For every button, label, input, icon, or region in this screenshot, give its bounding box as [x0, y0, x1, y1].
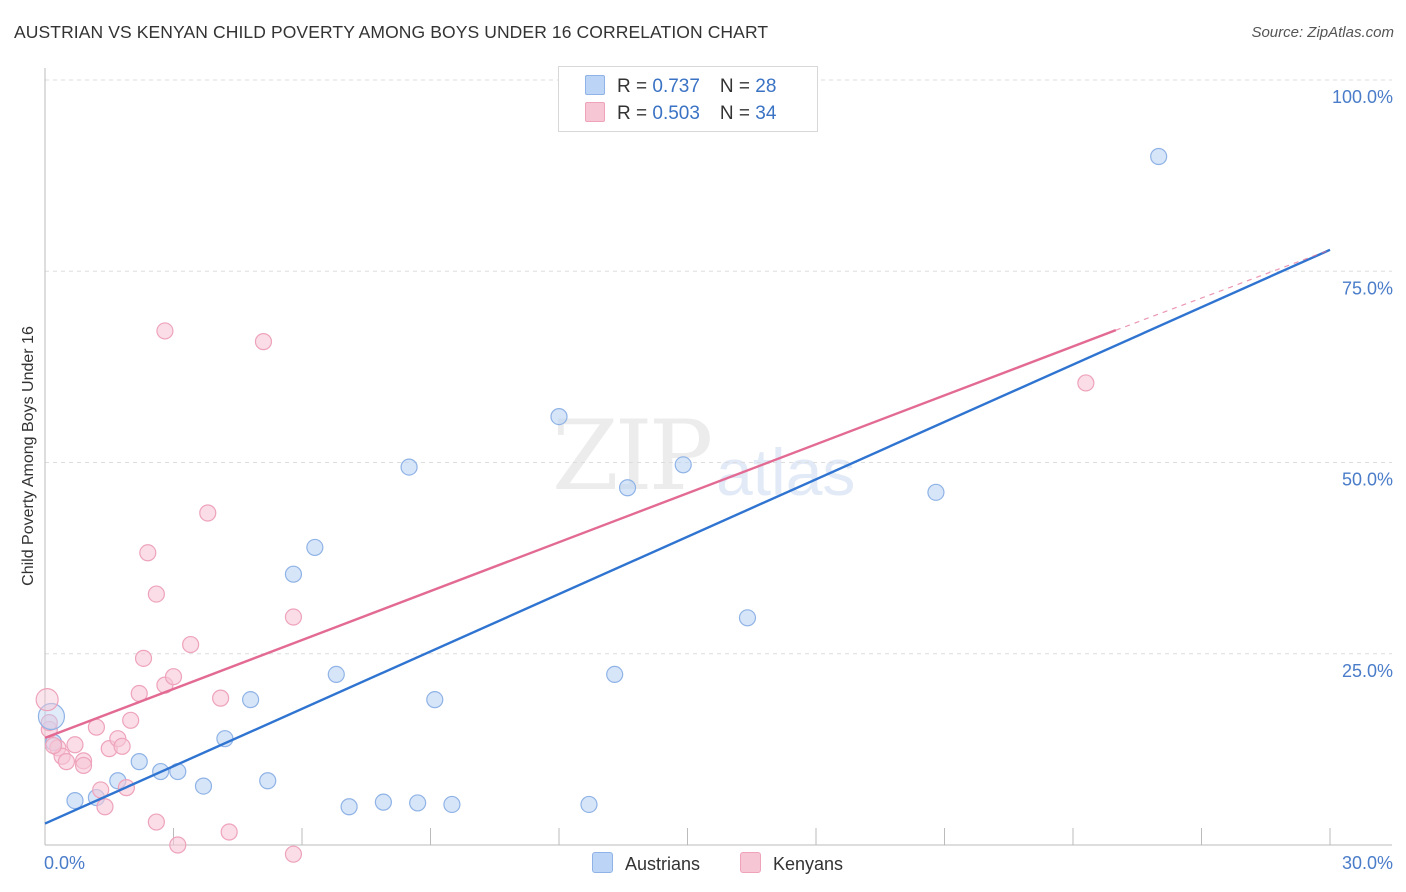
kenyans-point-30	[284, 845, 303, 863]
austrians-r-value: 0.737	[652, 76, 700, 97]
y-tick-label-75: 75.0%	[1342, 278, 1393, 298]
kenyans-point-12	[113, 737, 131, 755]
tick-labels: 25.0% 50.0% 75.0% 100.0% 0.0% 30.0%	[44, 87, 1393, 873]
austrians-point-26	[927, 483, 945, 501]
kenyans-point-25	[199, 504, 217, 522]
source-credit: Source: ZipAtlas.com	[1251, 24, 1394, 41]
austrians-point-21	[580, 795, 598, 814]
y-tick-label-50: 50.0%	[1342, 470, 1393, 490]
austrians-swatch	[585, 75, 605, 95]
austrians-point-19	[443, 795, 461, 814]
austrians-trend-line	[44, 248, 1331, 825]
kenyans-point-18	[147, 585, 165, 603]
austrians-point-15	[374, 793, 392, 811]
austrians-point-10	[259, 772, 277, 790]
kenyans-swatch	[585, 102, 605, 122]
kenyans-point-6	[74, 756, 93, 775]
kenyans-n-value: 34	[755, 103, 777, 124]
austrians-point-18	[426, 691, 444, 709]
kenyans-point-19	[147, 813, 165, 831]
kenyans-point-24	[182, 635, 200, 654]
austrians-point-11	[284, 565, 303, 583]
austrians-point-12	[306, 538, 324, 557]
x-tick-label-start: 0.0%	[44, 853, 85, 873]
legend-row-kenyans: R = 0.503 N = 34	[585, 102, 776, 125]
legend-row-austrians: R = 0.737 N = 28	[585, 75, 776, 98]
kenyans-r-label: R =	[617, 103, 653, 124]
kenyans-point-cluster	[35, 688, 59, 712]
kenyans-point-3	[57, 753, 76, 771]
bottom-legend-austrians: Austrians	[592, 852, 700, 875]
trend-lines	[44, 248, 1331, 825]
austrians-n-label: N =	[719, 76, 756, 97]
y-tick-label-100: 100.0%	[1332, 87, 1393, 107]
austrians-point-23	[618, 479, 637, 497]
kenyans-point-9	[96, 798, 114, 816]
kenyans-n-label: N =	[719, 103, 756, 124]
austrians-point-16	[400, 458, 418, 476]
stats-legend: R = 0.737 N = 28 R = 0.503 N = 34	[558, 66, 818, 132]
kenyans-point-14	[122, 711, 140, 729]
kenyans-point-4	[66, 736, 84, 754]
x-tick-label-end: 30.0%	[1342, 853, 1393, 873]
austrians-legend-swatch	[592, 852, 613, 873]
kenyans-trend-extension	[1115, 249, 1331, 331]
bottom-legend-kenyans: Kenyans	[740, 852, 843, 875]
kenyans-trend-line	[44, 329, 1117, 740]
y-tick-label-25: 25.0%	[1342, 661, 1393, 681]
kenyans-legend-label: Kenyans	[773, 854, 844, 874]
kenyans-point-33	[44, 736, 63, 755]
austrians-point-27	[1150, 147, 1168, 166]
austrians-point-7	[194, 777, 213, 795]
kenyans-point-16	[134, 649, 153, 667]
austrians-point-1	[66, 792, 84, 810]
grid-lines	[45, 79, 1392, 655]
kenyans-point-23	[169, 836, 187, 854]
austrians-n-value: 28	[755, 76, 777, 97]
austrians-point-14	[340, 798, 358, 816]
kenyans-r-value: 0.503	[652, 103, 700, 124]
austrians-r-label: R =	[617, 76, 653, 97]
kenyans-point-32	[40, 713, 58, 732]
kenyans-point-22	[164, 668, 183, 686]
kenyans-point-31	[1077, 374, 1095, 392]
data-points	[35, 147, 1168, 863]
austrians-point-20	[550, 408, 568, 426]
chart-title: AUSTRIAN VS KENYAN CHILD POVERTY AMONG B…	[14, 22, 769, 42]
kenyans-point-28	[254, 333, 273, 351]
kenyans-legend-swatch	[740, 852, 761, 873]
kenyans-point-27	[220, 823, 238, 841]
austrians-point-9	[242, 691, 260, 709]
kenyans-point-17	[139, 544, 157, 562]
austrians-legend-label: Austrians	[625, 854, 701, 874]
austrians-point-22	[606, 665, 624, 684]
austrians-point-25	[738, 609, 757, 627]
austrians-point-4	[130, 753, 148, 771]
austrians-point-24	[674, 456, 692, 474]
kenyans-point-20	[156, 322, 174, 340]
kenyans-point-26	[212, 689, 230, 707]
austrians-point-17	[409, 794, 427, 812]
austrians-point-13	[327, 665, 345, 684]
kenyans-point-29	[284, 608, 303, 626]
axes	[44, 68, 1392, 846]
